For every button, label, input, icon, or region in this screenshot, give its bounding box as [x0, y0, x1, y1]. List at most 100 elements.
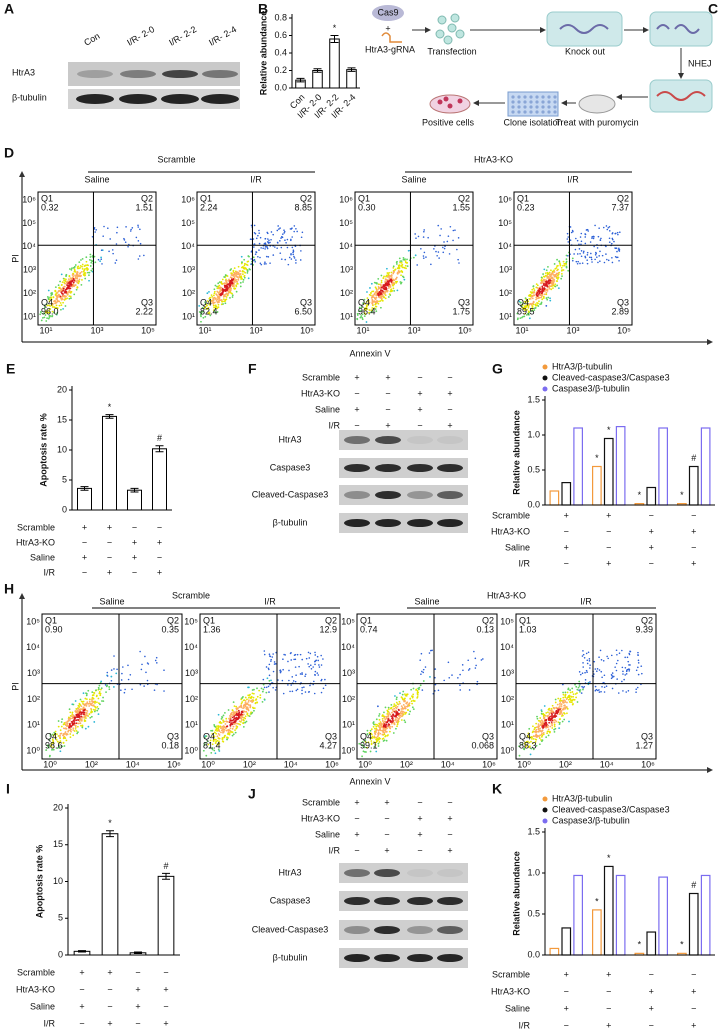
y-tick-label: 10¹: [23, 311, 36, 321]
event-dot: [225, 720, 227, 722]
event-dot: [244, 268, 246, 270]
condition-sign: +: [107, 567, 112, 577]
event-dot: [71, 713, 73, 715]
event-dot: [301, 236, 303, 238]
event-dot: [272, 254, 274, 256]
event-dot: [392, 282, 394, 284]
event-dot: [543, 717, 545, 719]
x-tick-label: 10²: [559, 759, 572, 769]
condition-sign: −: [157, 522, 162, 532]
lane-label: Con: [82, 31, 101, 48]
event-dot: [308, 652, 310, 654]
event-dot: [77, 265, 79, 267]
event-dot: [393, 271, 395, 273]
event-dot: [541, 733, 543, 735]
event-dot: [155, 660, 157, 662]
event-dot: [138, 258, 140, 260]
event-dot: [576, 261, 578, 263]
event-dot: [132, 227, 134, 229]
condition-sign: +: [82, 522, 87, 532]
event-dot: [276, 230, 278, 232]
event-dot: [572, 260, 574, 262]
event-dot: [217, 282, 219, 284]
event-dot: [568, 699, 570, 701]
event-dot: [593, 661, 595, 663]
event-dot: [325, 684, 327, 686]
event-dot: [377, 737, 379, 739]
event-dot: [218, 296, 220, 298]
event-dot: [611, 257, 613, 259]
event-dot: [215, 733, 217, 735]
event-dot: [591, 257, 593, 259]
event-dot: [593, 238, 595, 240]
event-dot: [106, 672, 108, 674]
quadrant-value: 0.23: [517, 202, 535, 212]
event-dot: [269, 675, 271, 677]
event-dot: [83, 707, 85, 709]
event-dot: [234, 272, 236, 274]
event-dot: [554, 714, 556, 716]
event-dot: [99, 691, 101, 693]
y-tick-label: 10¹: [501, 720, 514, 730]
event-dot: [402, 691, 404, 693]
event-dot: [547, 726, 549, 728]
event-dot: [93, 704, 95, 706]
well: [535, 110, 538, 113]
event-dot: [225, 280, 227, 282]
event-dot: [295, 674, 297, 676]
event-dot: [401, 271, 403, 273]
cell: [438, 16, 446, 24]
event-dot: [221, 717, 223, 719]
event-dot: [138, 240, 140, 242]
x-tick-label: 10⁰: [517, 759, 531, 769]
event-dot: [261, 687, 263, 689]
event-dot: [381, 275, 383, 277]
panel-label: H: [4, 581, 14, 597]
event-dot: [259, 257, 261, 259]
event-dot: [600, 238, 602, 240]
event-dot: [113, 686, 115, 688]
event-dot: [247, 272, 249, 274]
event-dot: [571, 688, 573, 690]
event-dot: [268, 680, 270, 682]
event-dot: [557, 276, 559, 278]
event-dot: [68, 278, 70, 280]
event-dot: [271, 231, 273, 233]
event-dot: [61, 726, 63, 728]
event-dot: [235, 717, 237, 719]
event-dot: [540, 282, 542, 284]
event-dot: [566, 712, 568, 714]
event-dot: [293, 231, 295, 233]
y-tick-label: 10²: [499, 288, 512, 298]
event-dot: [257, 256, 259, 258]
event-dot: [552, 277, 554, 279]
event-dot: [86, 695, 88, 697]
event-dot: [220, 727, 222, 729]
y-tick-label: 15: [57, 414, 67, 424]
event-dot: [531, 289, 533, 291]
lane-label: I/R- 2-2: [167, 24, 198, 48]
event-dot: [378, 288, 380, 290]
event-dot: [423, 255, 425, 257]
event-dot: [390, 707, 392, 709]
event-dot: [379, 284, 381, 286]
event-dot: [67, 293, 69, 295]
event-dot: [215, 752, 217, 754]
x-tick-label: 10⁰: [43, 759, 57, 769]
event-dot: [230, 725, 232, 727]
event-dot: [386, 275, 388, 277]
event-dot: [550, 288, 552, 290]
event-dot: [229, 730, 231, 732]
event-dot: [295, 666, 297, 668]
event-dot: [105, 684, 107, 686]
event-dot: [137, 226, 139, 228]
condition-sign: −: [385, 404, 390, 414]
event-dot: [287, 684, 289, 686]
event-dot: [541, 711, 543, 713]
event-dot: [373, 737, 375, 739]
event-dot: [318, 664, 320, 666]
event-dot: [387, 734, 389, 736]
event-dot: [68, 288, 70, 290]
condition-sign: −: [135, 967, 140, 977]
bar: [562, 928, 571, 955]
